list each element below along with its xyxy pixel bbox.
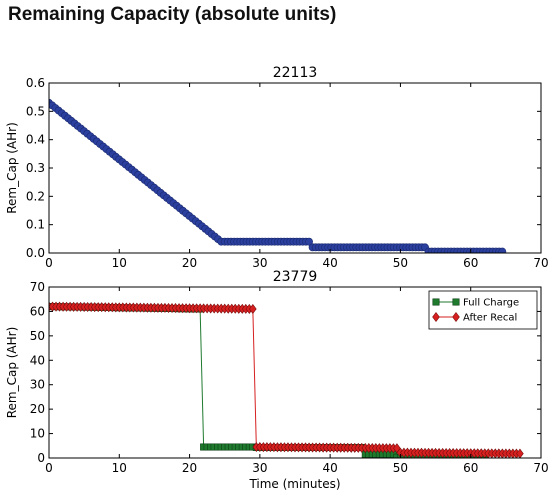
series-group bbox=[49, 301, 524, 458]
x-tick-label: 0 bbox=[45, 461, 53, 475]
chart-title: 22113 bbox=[273, 65, 318, 81]
y-tick-label: 20 bbox=[30, 402, 45, 416]
plot-frame bbox=[48, 82, 542, 254]
y-tick-label: 60 bbox=[30, 304, 45, 318]
legend-marker bbox=[432, 298, 440, 306]
x-tick-label: 50 bbox=[393, 461, 408, 475]
legend: Full Charge After Recal bbox=[428, 290, 538, 330]
series-group bbox=[49, 98, 507, 253]
y-tick-label: 0 bbox=[37, 451, 45, 465]
y-tick-label: 0.2 bbox=[26, 189, 45, 203]
series-after-recal-point bbox=[249, 303, 257, 314]
x-tick-label: 30 bbox=[252, 461, 267, 475]
y-tick-label: 0.4 bbox=[26, 133, 45, 147]
y-axis-title: Rem_Cap (AHr) bbox=[5, 122, 19, 214]
chart-1: 22113 0 10 20 30 40 50 60 70 0.0 0.1 0.2 0.3 0.4 0.5 0.… bbox=[5, 65, 549, 270]
plot-frame bbox=[48, 286, 542, 459]
x-tick-label: 40 bbox=[323, 256, 338, 270]
legend-label: Full Charge bbox=[463, 298, 519, 309]
y-tick-label: 0.0 bbox=[26, 246, 45, 260]
y-tick-label: 30 bbox=[30, 378, 45, 392]
legend-box bbox=[428, 290, 538, 330]
x-tick-label: 60 bbox=[463, 256, 478, 270]
x-tick-label: 20 bbox=[182, 256, 197, 270]
legend-label: After Recal bbox=[463, 313, 517, 324]
y-tick-label: 0.6 bbox=[26, 76, 45, 90]
x-tick-label: 70 bbox=[533, 256, 548, 270]
series-1-point bbox=[305, 237, 313, 246]
x-tick-label: 20 bbox=[182, 461, 197, 475]
legend-marker bbox=[452, 298, 460, 306]
series-full-charge-line bbox=[49, 306, 485, 458]
series-after-recal-point bbox=[516, 448, 524, 458]
legend-marker bbox=[432, 312, 440, 322]
x-tick-label: 30 bbox=[252, 256, 267, 270]
x-tick-label: 10 bbox=[112, 256, 127, 270]
page-title: Remaining Capacity (absolute units) bbox=[8, 4, 337, 25]
x-tick-label: 0 bbox=[45, 256, 53, 270]
y-tick-label: 0.3 bbox=[26, 161, 45, 175]
y-tick-label: 70 bbox=[30, 280, 45, 294]
x-tick-label: 40 bbox=[323, 461, 338, 475]
legend-marker bbox=[452, 312, 460, 322]
y-tick-label: 10 bbox=[30, 427, 45, 441]
x-axis-title: Time (minutes) bbox=[248, 477, 340, 491]
y-tick-label: 0.1 bbox=[26, 218, 45, 232]
series-1-point bbox=[498, 247, 507, 253]
y-axis-title: Rem_Cap (AHr) bbox=[5, 327, 19, 419]
x-tick-label: 10 bbox=[112, 461, 127, 475]
chart-title: 23779 bbox=[273, 269, 318, 285]
series-1-line bbox=[49, 102, 503, 253]
y-tick-label: 50 bbox=[30, 329, 45, 343]
x-tick-label: 70 bbox=[533, 461, 548, 475]
x-tick-label: 50 bbox=[393, 256, 408, 270]
y-tick-label: 40 bbox=[30, 353, 45, 367]
chart-2: 23779 0 10 20 30 40 50 60 70 0 10 20 30 40 50 60 70 Rem_C… bbox=[5, 269, 549, 491]
x-tick-label: 60 bbox=[463, 461, 478, 475]
y-tick-label: 0.5 bbox=[26, 104, 45, 118]
